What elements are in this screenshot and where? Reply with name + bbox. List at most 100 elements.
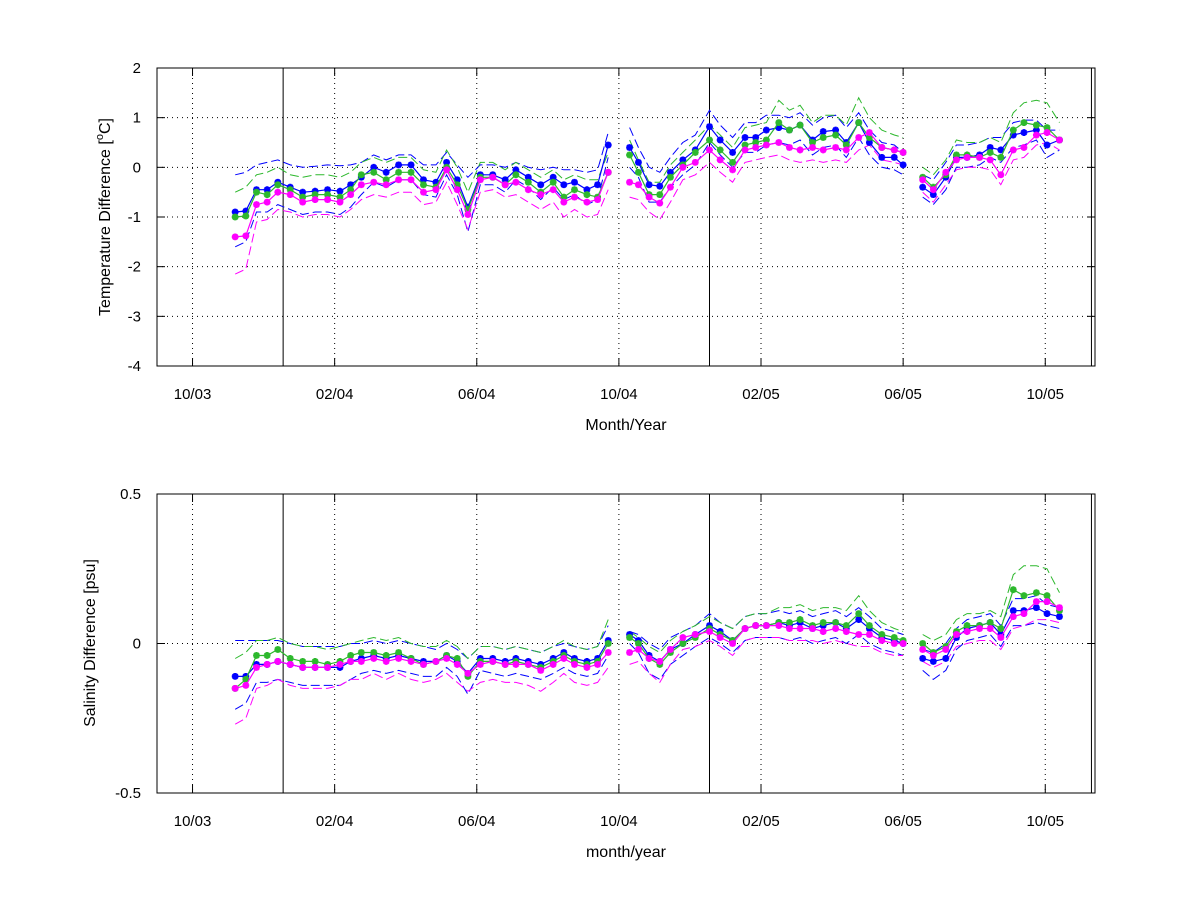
temp-data-point	[311, 196, 319, 204]
temp-data-point	[953, 156, 960, 164]
sal-data-point	[775, 622, 783, 629]
sal-data-point	[512, 661, 520, 668]
temp-data-point	[832, 126, 840, 134]
temp-data-point	[512, 166, 520, 174]
sal-data-point	[1009, 607, 1017, 615]
temp-data-point	[512, 178, 520, 186]
sal-data-point	[1043, 592, 1051, 600]
temp-data-point	[453, 176, 461, 184]
sal-data-point	[524, 661, 532, 668]
temp-data-point	[395, 176, 403, 184]
temp-data-point	[679, 156, 687, 164]
temp-data-point	[976, 154, 983, 161]
temp-data-point	[299, 193, 307, 201]
sal-data-point	[382, 652, 390, 659]
sal-ytick-label: 0	[133, 636, 141, 653]
temp-data-point	[865, 139, 873, 146]
sal-band-line	[234, 655, 609, 710]
sal-data-point	[357, 649, 365, 656]
sal-data-point	[370, 655, 378, 662]
temp-data-point	[929, 186, 937, 194]
temp-data-point	[263, 191, 271, 199]
temp-data-point	[729, 158, 736, 166]
temp-data-point	[667, 168, 674, 176]
temp-data-point	[432, 178, 440, 186]
sal-ytick-label: -0.5	[115, 785, 141, 802]
temp-data-point	[819, 146, 827, 154]
sal-data-point	[1056, 604, 1063, 612]
temp-data-point	[890, 146, 898, 154]
sal-data-point	[716, 634, 724, 641]
temp-data-point	[560, 193, 568, 201]
temp-data-point	[443, 166, 450, 174]
temp-data-point	[604, 141, 612, 149]
sal-xtick-label: 06/04	[458, 813, 496, 830]
temp-data-point	[942, 168, 950, 176]
temp-xlabel: Month/Year	[585, 417, 667, 434]
sal-band-line	[629, 637, 904, 684]
temp-data-point	[878, 154, 886, 161]
temp-data-point	[762, 141, 770, 149]
sal-data-point	[809, 625, 816, 632]
sal-data-point	[635, 646, 642, 653]
temp-data-point	[395, 161, 403, 169]
temp-data-point	[656, 182, 664, 190]
temp-data-point	[986, 144, 994, 151]
temp-data-point	[594, 181, 601, 189]
temp-xtick-label: 02/05	[742, 386, 780, 403]
sal-data-point	[1056, 613, 1063, 620]
temp-data-point	[311, 187, 319, 195]
temp-data-point	[832, 131, 840, 139]
sal-data-point	[667, 646, 674, 653]
sal-data-point	[299, 658, 307, 665]
temp-data-point	[594, 196, 601, 204]
sal-series	[231, 586, 1063, 692]
sal-data-point	[407, 658, 415, 665]
temp-data-point	[336, 193, 344, 201]
temp-ylabel-main: Temperature Difference [	[97, 140, 114, 316]
temp-data-point	[716, 156, 724, 164]
sal-data-point	[604, 640, 612, 647]
sal-data-point	[336, 661, 344, 668]
temp-data-point	[919, 183, 927, 191]
temp-data-point	[809, 144, 816, 151]
temp-data-point	[645, 193, 653, 201]
sal-data-point	[489, 658, 497, 665]
sal-data-point	[832, 619, 840, 626]
sal-data-point	[1032, 598, 1040, 606]
temp-data-point	[997, 171, 1005, 179]
temp-ytick-label: 0	[133, 159, 141, 176]
temp-data-point	[420, 188, 427, 196]
sal-data-point	[832, 625, 840, 632]
sal-data-point	[311, 658, 319, 665]
temp-data-point	[370, 163, 378, 171]
temp-data-point	[253, 188, 260, 196]
sal-data-point	[997, 625, 1005, 632]
temp-data-point	[1009, 126, 1017, 134]
sal-data-point	[865, 631, 873, 638]
temp-data-point	[963, 154, 971, 161]
sal-data-point	[231, 684, 239, 692]
sal-data-point	[395, 649, 403, 656]
temp-data-point	[819, 134, 827, 141]
sal-data-point	[963, 628, 971, 635]
temp-band-line	[629, 109, 904, 173]
sal-xtick-label: 02/04	[316, 813, 354, 830]
temp-data-point	[370, 168, 378, 176]
sal-data-point	[443, 655, 450, 662]
sal-data-point	[656, 658, 664, 665]
sal-data-point	[420, 661, 427, 668]
temp-band-line	[629, 96, 904, 183]
sal-data-point	[942, 655, 950, 662]
sal-data-point	[253, 652, 260, 659]
sal-data-point	[997, 634, 1005, 641]
temp-data-point	[242, 232, 250, 240]
temp-data-point	[752, 134, 760, 141]
sal-data-point	[347, 658, 355, 665]
sal-data-point	[1043, 598, 1051, 606]
temp-data-point	[1043, 129, 1051, 136]
sal-data-point	[741, 625, 749, 632]
sal-series-2	[231, 598, 1063, 692]
temp-xtick-label: 10/05	[1026, 386, 1064, 403]
temp-data-point	[1009, 146, 1017, 154]
